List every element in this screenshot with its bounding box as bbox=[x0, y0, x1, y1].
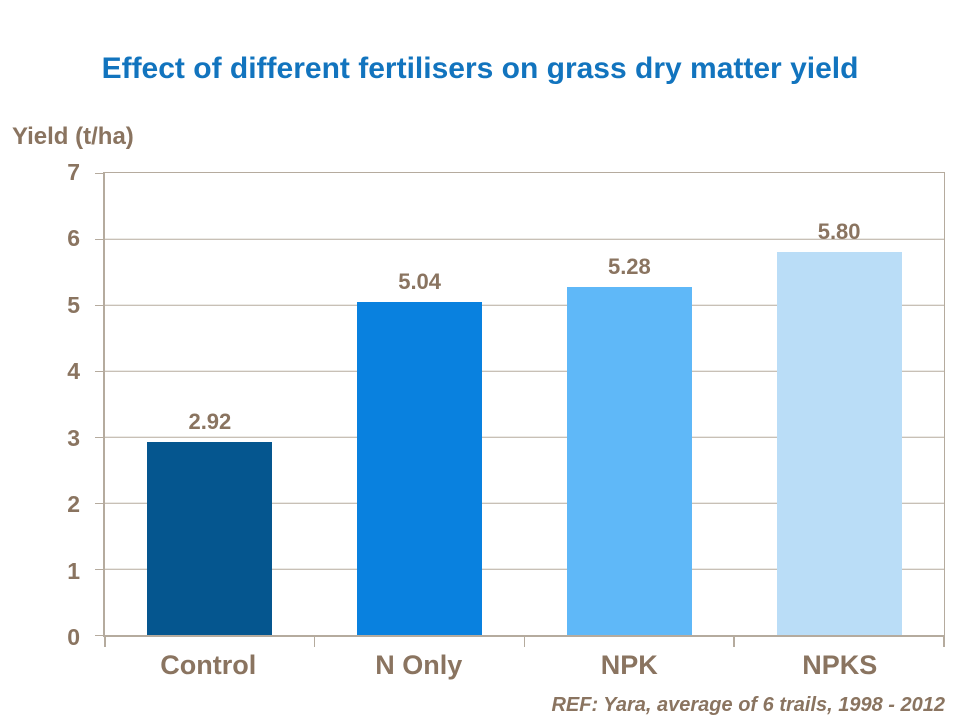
category-label-npk: NPK bbox=[600, 650, 658, 680]
reference-note: REF: Yara, average of 6 trails, 1998 - 2… bbox=[551, 694, 945, 716]
y-tick-mark-6 bbox=[95, 238, 103, 240]
bar-value-label-n-only: 5.04 bbox=[398, 269, 442, 295]
y-tick-label-4: 4 bbox=[67, 358, 80, 385]
chart-title: Effect of different fertilisers on grass… bbox=[101, 52, 859, 85]
bar-npks bbox=[776, 252, 902, 635]
bar-value-label-npks: 5.80 bbox=[817, 219, 861, 245]
category-label-control: Control bbox=[160, 650, 257, 680]
y-tick-mark-5 bbox=[95, 304, 103, 306]
bar-value-label-npk: 5.28 bbox=[607, 253, 651, 279]
y-tick-mark-4 bbox=[95, 370, 103, 373]
y-tick-label-0: 0 bbox=[67, 624, 80, 650]
bar-value-label-control: 2.92 bbox=[188, 409, 232, 435]
gridline-y1 bbox=[105, 568, 944, 570]
y-tick-mark-3 bbox=[95, 436, 103, 438]
y-tick-label-6: 6 bbox=[67, 225, 80, 252]
gridline-y3 bbox=[105, 436, 944, 438]
bar-control bbox=[147, 442, 273, 635]
gridline-y4 bbox=[105, 370, 944, 372]
x-tick-mark-4 bbox=[943, 637, 945, 647]
x-tick-mark-1 bbox=[313, 637, 316, 647]
y-tick-label-2: 2 bbox=[67, 491, 80, 518]
category-label-npks: NPKS bbox=[802, 650, 878, 680]
y-tick-label-1: 1 bbox=[67, 557, 80, 584]
bar-n-only bbox=[357, 302, 483, 635]
y-tick-label-7: 7 bbox=[67, 159, 80, 185]
x-axis-category-labels: Control N Only NPK NPKS bbox=[103, 650, 945, 682]
x-tick-mark-0 bbox=[104, 637, 106, 647]
x-tick-mark-2 bbox=[523, 637, 525, 647]
gridline-y6 bbox=[105, 238, 944, 240]
x-tick-mark-3 bbox=[733, 637, 735, 647]
y-tick-mark-2 bbox=[95, 502, 103, 505]
y-axis-tick-labels: 0 1 2 3 4 5 6 7 bbox=[0, 160, 88, 649]
y-tick-mark-1 bbox=[95, 568, 103, 571]
y-tick-mark-7 bbox=[95, 172, 103, 174]
y-tick-label-5: 5 bbox=[67, 291, 80, 318]
bar-npk bbox=[566, 286, 692, 635]
category-label-n-only: N Only bbox=[375, 650, 463, 680]
gridline-y5 bbox=[105, 304, 944, 306]
gridline-y2 bbox=[105, 502, 944, 504]
y-tick-label-3: 3 bbox=[67, 424, 80, 451]
y-tick-mark-0 bbox=[95, 634, 103, 636]
y-axis-title: Yield (t/ha) bbox=[12, 123, 134, 150]
plot-area: 2.92 5.04 5.28 5.80 bbox=[95, 172, 945, 647]
